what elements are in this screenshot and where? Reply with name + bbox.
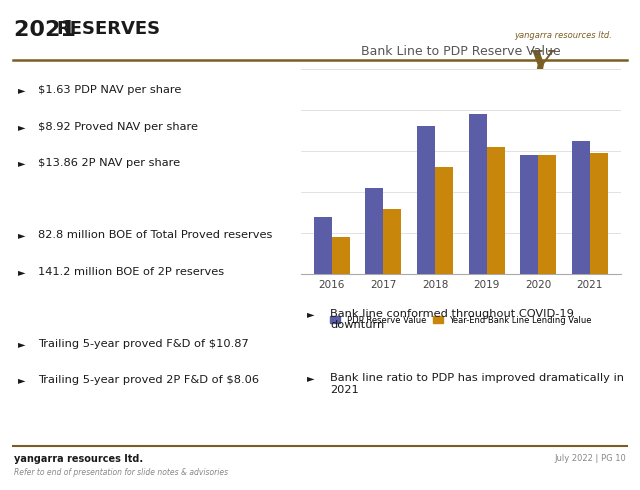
Text: Refer to end of presentation for slide notes & advisories: Refer to end of presentation for slide n… (14, 468, 228, 477)
Bar (332, 237, 350, 274)
Text: Y: Y (528, 49, 552, 82)
Text: July 2022 | PG 10: July 2022 | PG 10 (554, 454, 626, 463)
Text: ►: ► (19, 339, 26, 349)
Bar (538, 155, 556, 274)
Bar (435, 168, 453, 274)
Text: Trailing 5-year proved F&D of $10.87: Trailing 5-year proved F&D of $10.87 (38, 339, 249, 349)
Bar (314, 217, 332, 274)
Bar (468, 114, 486, 274)
Bar (486, 147, 505, 274)
Text: Bank line ratio to PDP has improved dramatically in
2021: Bank line ratio to PDP has improved dram… (330, 373, 624, 395)
Text: ►: ► (19, 375, 26, 386)
Text: $13.86 2P NAV per share: $13.86 2P NAV per share (38, 158, 180, 168)
Text: ►: ► (19, 122, 26, 132)
Bar (417, 126, 435, 274)
Text: 141.2 million BOE of 2P reserves: 141.2 million BOE of 2P reserves (38, 267, 224, 277)
Text: Bank line conformed throughout COVID-19
downturn: Bank line conformed throughout COVID-19 … (330, 309, 574, 330)
Text: yangarra resources ltd.: yangarra resources ltd. (14, 454, 143, 464)
Bar (365, 188, 383, 274)
Text: ►: ► (19, 267, 26, 277)
Text: ►: ► (19, 85, 26, 96)
Text: ►: ► (307, 309, 315, 319)
Text: 82.8 million BOE of Total Proved reserves: 82.8 million BOE of Total Proved reserve… (38, 230, 273, 241)
Bar (383, 209, 401, 274)
Bar (572, 141, 590, 274)
Text: $1.63 PDP NAV per share: $1.63 PDP NAV per share (38, 85, 182, 96)
Text: $8.92 Proved NAV per share: $8.92 Proved NAV per share (38, 122, 198, 132)
Text: yangarra resources ltd.: yangarra resources ltd. (514, 31, 612, 40)
Text: 2021: 2021 (14, 20, 84, 40)
Text: ►: ► (307, 373, 315, 383)
Text: Trailing 5-year proved 2P F&D of $8.06: Trailing 5-year proved 2P F&D of $8.06 (38, 375, 259, 386)
Title: Bank Line to PDP Reserve Value: Bank Line to PDP Reserve Value (361, 45, 561, 58)
Text: RESERVES: RESERVES (56, 20, 160, 38)
Text: ►: ► (19, 158, 26, 168)
Text: ►: ► (19, 230, 26, 241)
Bar (520, 155, 538, 274)
Legend: PDP Reserve Value, Year-End Bank Line Lending Value: PDP Reserve Value, Year-End Bank Line Le… (326, 312, 595, 328)
Bar (590, 153, 608, 274)
